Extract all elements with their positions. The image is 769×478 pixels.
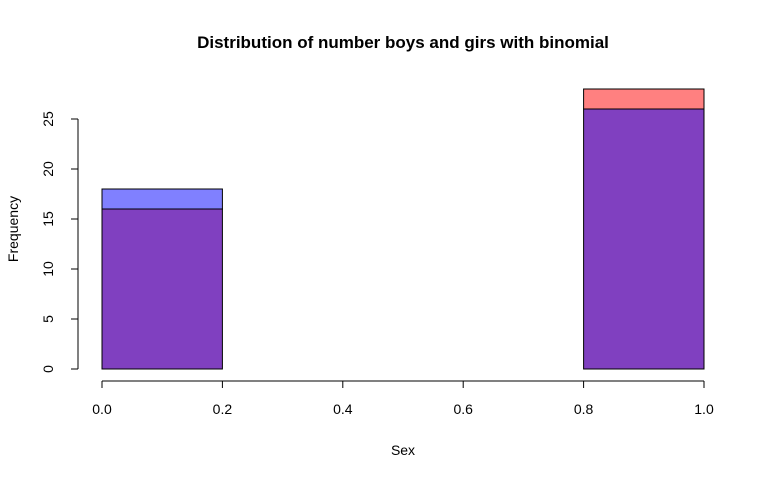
y-axis-label: Frequency	[5, 196, 21, 262]
x-tick-label: 0.2	[213, 401, 233, 417]
x-tick-label: 0.8	[574, 401, 594, 417]
y-tick-label: 5	[40, 315, 56, 323]
y-tick-label: 20	[40, 161, 56, 177]
x-axis-label: Sex	[391, 442, 415, 458]
x-tick-label: 0.4	[333, 401, 353, 417]
x-tick-label: 1.0	[694, 401, 714, 417]
bar-excess-4	[583, 88, 705, 110]
bar-overlap-0	[101, 208, 223, 370]
x-tick-label: 0.6	[453, 401, 473, 417]
y-tick-label: 25	[40, 111, 56, 127]
x-axis-ticks: 0.0 0.2 0.4 0.6 0.8 1.0	[92, 381, 714, 417]
y-tick-label: 0	[40, 365, 56, 373]
bar-overlap-4	[583, 108, 705, 370]
chart-title: Distribution of number boys and girs wit…	[197, 33, 609, 52]
y-tick-label: 10	[40, 261, 56, 277]
y-axis-ticks: 0 5 10 15 20 25	[40, 111, 78, 373]
y-tick-label: 15	[40, 211, 56, 227]
x-tick-label: 0.0	[92, 401, 112, 417]
bars-layer	[101, 88, 705, 370]
bar-excess-0	[101, 188, 223, 210]
